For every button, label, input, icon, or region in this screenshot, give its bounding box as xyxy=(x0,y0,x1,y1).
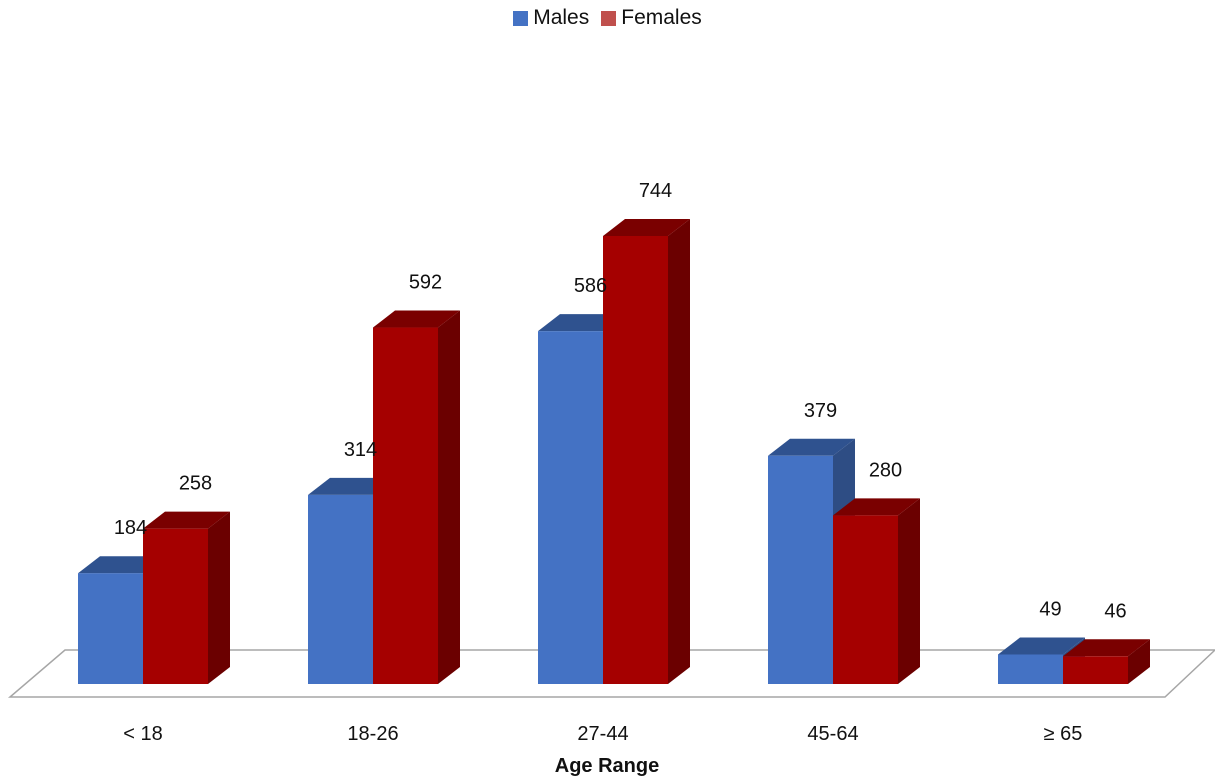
bar-females-18-26 xyxy=(373,310,460,684)
bar-top-face xyxy=(998,637,1085,655)
bar-front-face xyxy=(308,494,373,684)
bars-layer xyxy=(78,219,1150,684)
bar-front-face xyxy=(143,528,208,684)
bar-females-65 xyxy=(1063,639,1150,684)
data-label-males-45-64: 379 xyxy=(804,400,837,422)
bar-front-face xyxy=(78,573,143,684)
data-label-females-65: 46 xyxy=(1104,600,1126,622)
bar-females-18 xyxy=(143,511,230,684)
bar-front-face xyxy=(1063,656,1128,684)
bar-top-face xyxy=(1063,639,1150,657)
data-label-females-45-64: 280 xyxy=(869,459,902,481)
data-label-males-18-26: 314 xyxy=(344,439,377,461)
x-tick-label: 18-26 xyxy=(347,723,398,745)
data-label-females-18: 258 xyxy=(179,473,212,495)
bar-front-face xyxy=(603,236,668,684)
bar-side-face xyxy=(1128,639,1150,684)
data-label-males-27-44: 586 xyxy=(574,275,607,297)
bar-males-45-64 xyxy=(768,438,855,684)
legend-item-males: Males xyxy=(513,6,589,30)
bar-top-face xyxy=(143,511,230,529)
bar-front-face xyxy=(833,515,898,684)
bar-side-face xyxy=(898,498,920,684)
bar-side-face xyxy=(438,310,460,684)
legend-label-females: Females xyxy=(621,6,702,29)
bar-front-face xyxy=(373,327,438,684)
bar-females-45-64 xyxy=(833,498,920,684)
legend-swatch-males xyxy=(513,10,529,26)
bar-side-face xyxy=(668,219,690,684)
bar-front-face xyxy=(538,331,603,684)
data-label-males-18: 184 xyxy=(114,517,147,539)
legend-item-females: Females xyxy=(601,6,702,30)
legend: Males Females xyxy=(0,6,1215,30)
x-tick-label: 45-64 xyxy=(807,723,858,745)
bar-top-face xyxy=(373,310,460,328)
x-tick-label: 27-44 xyxy=(577,723,628,745)
bar-side-face xyxy=(208,511,230,684)
legend-label-males: Males xyxy=(533,6,590,29)
bar-top-face xyxy=(603,219,690,236)
bar-top-face xyxy=(768,438,855,456)
legend-swatch-females xyxy=(601,10,617,26)
bar-females-27-44 xyxy=(603,219,690,684)
bar-front-face xyxy=(768,455,833,684)
x-axis-title: Age Range xyxy=(555,755,659,777)
labels-layer: < 18 184 258 18-26 314 592 27-44 586 744 45-64 379… xyxy=(114,180,1127,745)
data-label-males-65: 49 xyxy=(1039,598,1061,620)
bar-top-face xyxy=(833,498,920,516)
bar-front-face xyxy=(998,654,1063,684)
x-tick-label: < 18 xyxy=(123,723,162,745)
x-tick-label: ≥ 65 xyxy=(1044,723,1083,745)
data-label-females-27-44: 744 xyxy=(639,180,672,202)
data-label-females-18-26: 592 xyxy=(409,272,442,294)
